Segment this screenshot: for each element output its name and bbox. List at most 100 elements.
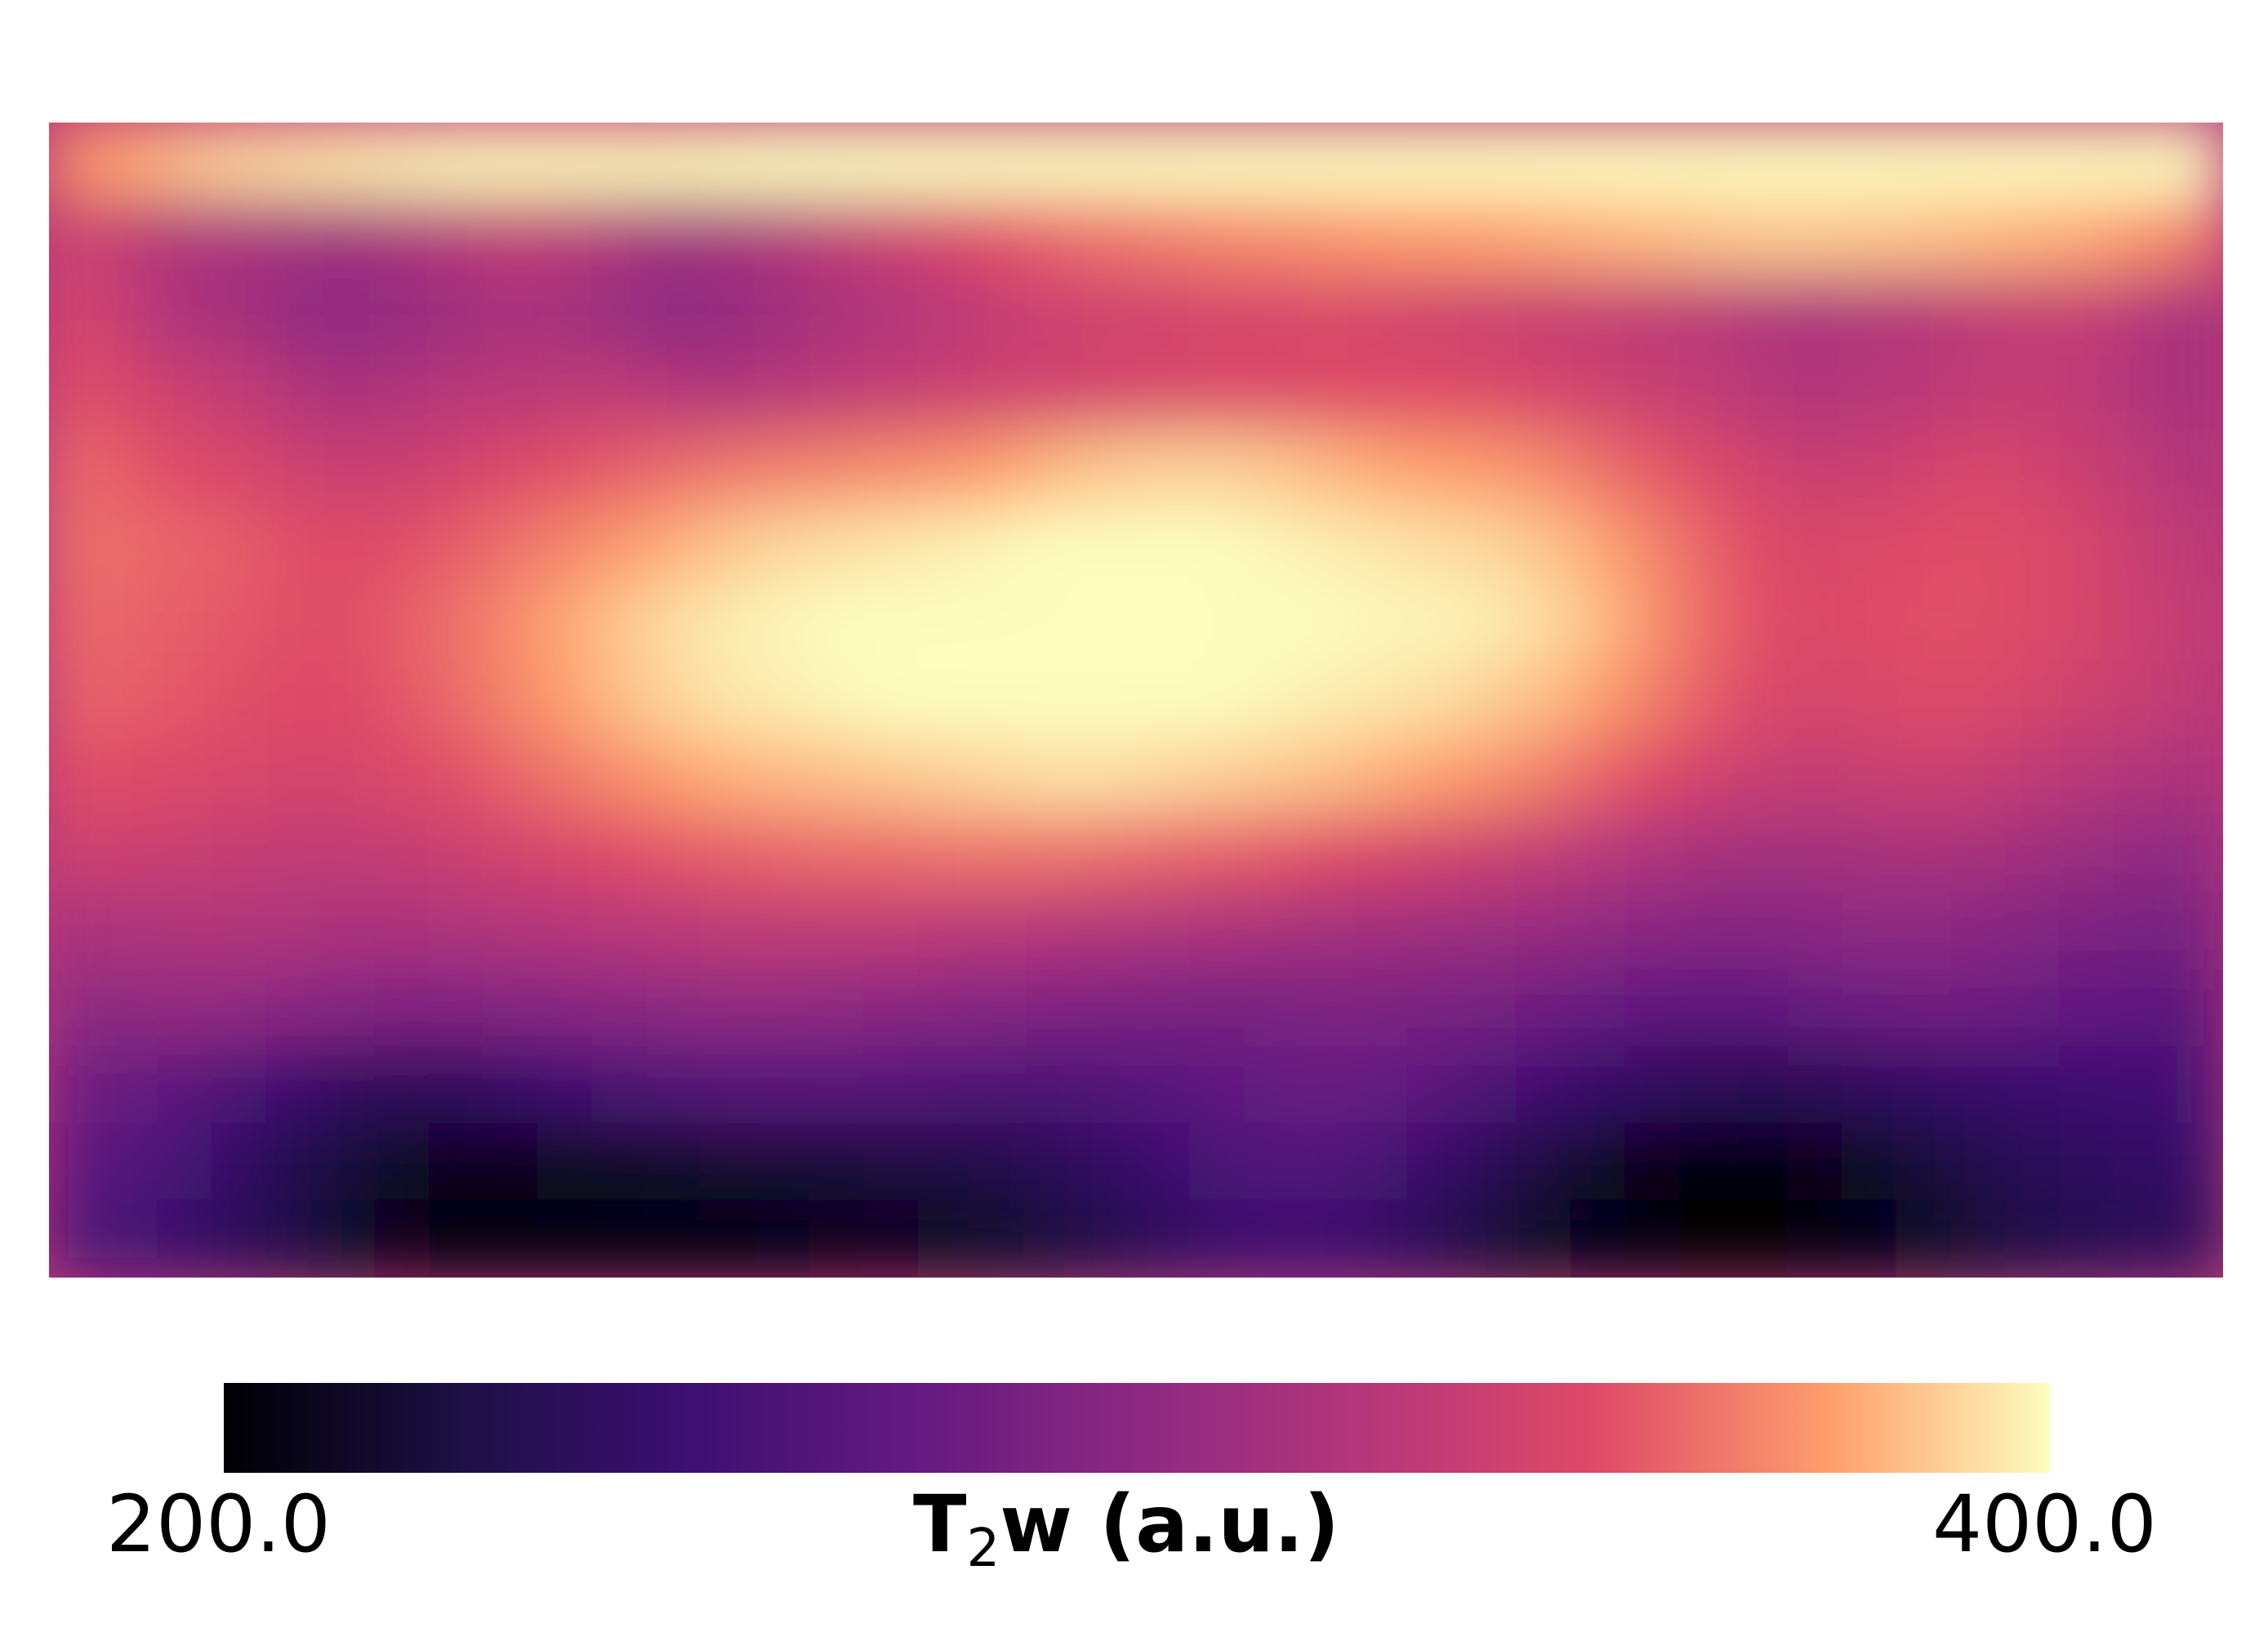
heatmap-cell bbox=[1081, 1046, 1137, 1125]
heatmap-cell bbox=[1026, 1122, 1083, 1202]
heatmap-cell bbox=[537, 506, 594, 586]
heatmap-cell bbox=[2004, 738, 2061, 817]
heatmap-cell bbox=[211, 738, 268, 817]
heatmap-cell bbox=[1787, 891, 1844, 970]
heatmap-cell bbox=[1515, 968, 1572, 1048]
heatmap-cell bbox=[1950, 891, 2007, 970]
heatmap-cell bbox=[1896, 275, 1953, 355]
heatmap-cell bbox=[102, 430, 159, 509]
heatmap-cell bbox=[374, 506, 430, 586]
heatmap-cell bbox=[1678, 275, 1736, 355]
heatmap-cell bbox=[102, 891, 159, 970]
heatmap-cell bbox=[917, 968, 974, 1048]
heatmap-cell bbox=[1026, 506, 1083, 586]
heatmap-cell bbox=[1950, 660, 2007, 740]
heatmap-cell bbox=[755, 352, 811, 432]
heatmap-cell bbox=[1950, 1122, 2007, 1202]
heatmap-cell bbox=[1461, 506, 1517, 586]
heatmap-cell bbox=[1896, 430, 1953, 509]
heatmap-cell bbox=[374, 352, 430, 432]
heatmap-cell bbox=[157, 123, 213, 201]
heatmap-cell bbox=[1842, 352, 1898, 432]
heatmap-cell bbox=[1896, 1122, 1953, 1202]
heatmap-cell bbox=[102, 1199, 159, 1278]
heatmap-cell bbox=[1842, 275, 1898, 355]
heatmap-cell bbox=[2113, 352, 2170, 432]
heatmap-cell bbox=[863, 1122, 920, 1202]
heatmap-cell bbox=[428, 891, 485, 970]
heatmap-cell bbox=[917, 814, 974, 894]
heatmap-cell bbox=[2059, 891, 2115, 970]
heatmap-cell bbox=[157, 1122, 213, 1202]
heatmap-cell bbox=[483, 123, 539, 201]
heatmap-cell bbox=[1352, 506, 1409, 586]
heatmap-cell bbox=[1570, 430, 1626, 509]
heatmap-cell bbox=[1189, 430, 1246, 509]
heatmap-cell bbox=[1461, 814, 1517, 894]
heatmap-cell bbox=[1406, 1122, 1464, 1202]
heatmap-cell bbox=[483, 1199, 539, 1278]
heatmap-cell bbox=[1244, 1199, 1300, 1278]
heatmap-cell bbox=[102, 660, 159, 740]
heatmap-cell bbox=[537, 198, 594, 278]
heatmap-cell bbox=[1842, 198, 1898, 278]
heatmap-cell bbox=[700, 1046, 757, 1125]
heatmap-cell bbox=[863, 430, 920, 509]
heatmap-cell bbox=[537, 891, 594, 970]
heatmap-cell bbox=[1515, 198, 1572, 278]
heatmap-cell bbox=[1733, 738, 1789, 817]
heatmap-cell bbox=[1461, 1046, 1517, 1125]
heatmap-cell bbox=[428, 583, 485, 662]
heatmap-cell bbox=[1733, 506, 1789, 586]
heatmap-cell bbox=[972, 352, 1028, 432]
heatmap-cell bbox=[1189, 198, 1246, 278]
heatmap-cell bbox=[863, 1199, 920, 1278]
heatmap-cell bbox=[646, 891, 702, 970]
heatmap-cell bbox=[2168, 123, 2223, 201]
heatmap-cell bbox=[1081, 1122, 1137, 1202]
heatmap-cell bbox=[1026, 968, 1083, 1048]
heatmap-cell bbox=[1515, 430, 1572, 509]
heatmap-cell bbox=[319, 814, 377, 894]
heatmap-cell bbox=[319, 1199, 377, 1278]
heatmap-cell bbox=[102, 968, 159, 1048]
heatmap-cell bbox=[1244, 891, 1300, 970]
heatmap-cell bbox=[2113, 1046, 2170, 1125]
heatmap-cell bbox=[1189, 506, 1246, 586]
heatmap-cell bbox=[1515, 814, 1572, 894]
heatmap-cell bbox=[2004, 123, 2061, 201]
heatmap-cell bbox=[1244, 352, 1300, 432]
heatmap-cell bbox=[483, 430, 539, 509]
heatmap-cell bbox=[972, 738, 1028, 817]
heatmap-cell bbox=[537, 1199, 594, 1278]
heatmap-cell bbox=[1298, 430, 1355, 509]
heatmap-cell bbox=[1135, 660, 1192, 740]
heatmap-cell bbox=[1515, 506, 1572, 586]
heatmap-cell bbox=[646, 583, 702, 662]
heatmap-cell bbox=[428, 968, 485, 1048]
heatmap-cell bbox=[1678, 660, 1736, 740]
heatmap-cell bbox=[2113, 275, 2170, 355]
heatmap-cell bbox=[211, 814, 268, 894]
heatmap-cell bbox=[1135, 814, 1192, 894]
heatmap-cell bbox=[1406, 198, 1464, 278]
heatmap-cell bbox=[537, 275, 594, 355]
heatmap-cell bbox=[1678, 891, 1736, 970]
heatmap-cell bbox=[1352, 1122, 1409, 1202]
heatmap-cell bbox=[2113, 1122, 2170, 1202]
heatmap-cell bbox=[1244, 275, 1300, 355]
heatmap-cell bbox=[972, 198, 1028, 278]
heatmap-cell bbox=[1787, 506, 1844, 586]
heatmap-cell bbox=[1787, 275, 1844, 355]
heatmap-cell bbox=[49, 352, 105, 432]
heatmap-cell bbox=[1624, 891, 1681, 970]
heatmap-cell bbox=[1515, 583, 1572, 662]
heatmap-cell bbox=[1515, 738, 1572, 817]
heatmap-cell bbox=[1950, 814, 2007, 894]
heatmap-cell bbox=[1678, 1122, 1736, 1202]
heatmap-cell bbox=[646, 1122, 702, 1202]
heatmap-cell bbox=[917, 1046, 974, 1125]
heatmap-cell bbox=[1135, 275, 1192, 355]
heatmap-cell bbox=[1298, 814, 1355, 894]
heatmap-cell bbox=[1787, 198, 1844, 278]
